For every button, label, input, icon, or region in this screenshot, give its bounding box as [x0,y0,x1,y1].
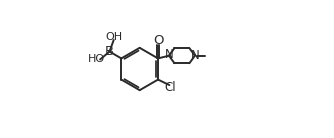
Text: O: O [153,34,163,47]
Text: N: N [191,49,200,62]
Text: HO: HO [88,55,105,64]
Text: N: N [165,48,173,62]
Text: B: B [105,45,114,58]
Text: Cl: Cl [164,81,176,94]
Text: OH: OH [105,32,122,42]
